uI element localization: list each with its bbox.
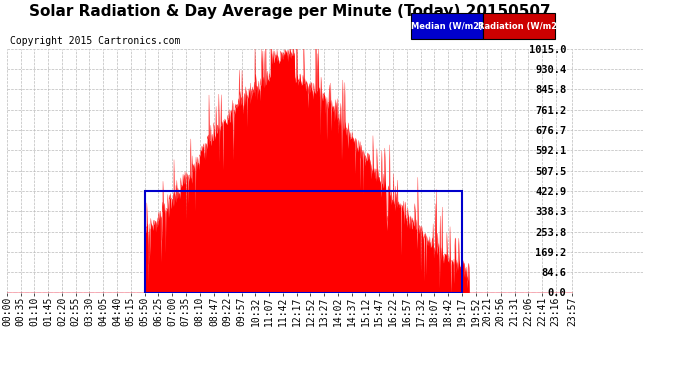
Text: Radiation (W/m2): Radiation (W/m2) xyxy=(477,22,561,31)
Text: Median (W/m2): Median (W/m2) xyxy=(411,22,483,31)
Text: Solar Radiation & Day Average per Minute (Today) 20150507: Solar Radiation & Day Average per Minute… xyxy=(29,4,551,19)
Bar xyxy=(144,191,462,292)
Text: Copyright 2015 Cartronics.com: Copyright 2015 Cartronics.com xyxy=(10,36,181,46)
